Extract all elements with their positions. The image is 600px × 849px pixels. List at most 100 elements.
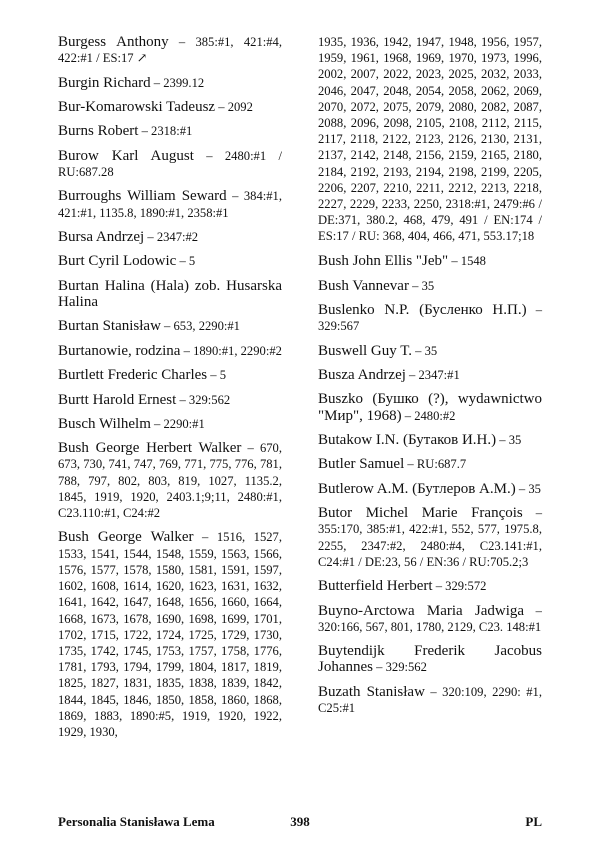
entry-references: 384:#1, 421:#1, 1135.8, 1890:#1, 2358:#1 <box>58 189 282 220</box>
page-number: 398 <box>290 814 310 829</box>
entry-name: Burt Cyril Lodowic <box>58 253 177 270</box>
index-entry: Burtanowie, rodzina – 1890:#1, 2290:#2 <box>58 343 282 359</box>
footer-language: PL <box>525 814 542 829</box>
entry-references: 1548 <box>460 254 486 269</box>
index-entry: Burgess Anthony – 385:#1, 421:#4, 422:#1… <box>58 34 282 66</box>
entry-name: Buslenko N.P. (Бусленко Н.П.) <box>318 302 527 319</box>
footer-book-title: Personalia Stanisława Lema <box>58 814 215 829</box>
entry-dash: – <box>405 368 419 382</box>
index-entry: Buslenko N.P. (Бусленко Н.П.) – 329:567 <box>318 302 542 334</box>
entry-name: Butterfield Herbert <box>318 578 433 595</box>
entry-dash: – <box>168 35 196 49</box>
index-entry: Buytendijk Frederik Jacobus Johannes – 3… <box>318 643 542 675</box>
entry-dash: – <box>424 684 443 699</box>
index-entry: Butor Michel Marie François – 355:170, 3… <box>318 505 542 570</box>
index-entry: Burroughs William Seward – 384:#1, 421:#… <box>58 188 282 220</box>
index-entry: Butlerow A.M. (Бутлеров А.М.) – 35 <box>318 481 542 497</box>
entry-dash: – <box>496 432 509 447</box>
entry-dash: – <box>515 481 529 496</box>
entry-name: Burtan Stanisław <box>58 318 161 335</box>
index-entry: Butler Samuel – RU:687.7 <box>318 456 542 472</box>
index-entry: Buszko (Бушко (?), wydawnictwo "Мир", 19… <box>318 391 542 423</box>
entry-references: 329:572 <box>445 579 487 594</box>
index-entry: Bush George Walker – 1516, 1527, 1533, 1… <box>58 529 282 740</box>
index-entry: Buzath Stanisław – 320:109, 2290: #1, C2… <box>318 684 542 716</box>
page-footer: Personalia Stanisława Lema 398 PL <box>58 814 542 832</box>
entry-name: Burtt Harold Ernest <box>58 391 177 408</box>
entry-references: 1935, 1936, 1942, 1947, 1948, 1956, 1957… <box>318 35 542 244</box>
entry-references: 2290:#1 <box>163 416 205 431</box>
entry-dash: – <box>150 416 164 431</box>
index-entry: Bush John Ellis "Jeb" – 1548 <box>318 253 542 269</box>
index-entry: Bur-Komarowski Tadeusz – 2092 <box>58 99 282 115</box>
entry-dash: – <box>524 603 542 618</box>
index-entry: Butakow I.N. (Бутаков И.Н.) – 35 <box>318 432 542 448</box>
index-column-right: 1935, 1936, 1942, 1947, 1948, 1956, 1957… <box>318 34 542 724</box>
entry-references: 2480:#1 / RU:687.28 <box>58 148 282 179</box>
entry-dash: – <box>176 392 189 407</box>
entry-dash: – <box>144 229 157 244</box>
entry-references: 2480:#2 <box>414 408 456 423</box>
index-entry: Butterfield Herbert – 329:572 <box>318 578 542 594</box>
index-entry: Burtan Stanisław – 653, 2290:#1 <box>58 318 282 334</box>
entry-dash: – <box>215 99 228 114</box>
index-entry: Busch Wilhelm – 2290:#1 <box>58 416 282 432</box>
entry-references: 320:166, 567, 801, 1780, 2129, C23. 148:… <box>318 619 542 634</box>
entry-dash: – <box>138 124 152 139</box>
entry-dash: – <box>193 148 225 163</box>
entry-dash: – <box>373 660 386 675</box>
index-entry: Buyno-Arctowa Maria Jadwiga – 320:166, 5… <box>318 603 542 635</box>
entry-dash: – <box>526 303 542 318</box>
entry-references: 670, 673, 730, 741, 747, 769, 771, 775, … <box>58 441 282 521</box>
entry-name: Bursa Andrzej <box>58 228 145 245</box>
index-entry-continuation: 1935, 1936, 1942, 1947, 1948, 1956, 1957… <box>318 34 542 245</box>
entry-name: Busza Andrzej <box>318 367 406 383</box>
entry-name: Buswell Guy T. <box>318 342 413 359</box>
entry-references: 355:170, 385:#1, 422:#1, 552, 577, 1975.… <box>318 522 542 569</box>
entry-name: Bush Vannevar <box>318 277 409 294</box>
entry-name: Burtlett Frederic Charles <box>58 367 208 384</box>
entry-dash: – <box>193 530 217 545</box>
entry-references: 2092 <box>227 99 253 114</box>
index-entry: Bush George Herbert Walker – 670, 673, 7… <box>58 440 282 521</box>
entry-references: 35 <box>528 481 541 496</box>
entry-name: Buszko (Бушко (?), wydawnictwo "Мир", 19… <box>318 391 542 424</box>
entry-references: 5 <box>188 254 196 269</box>
index-entry: Burns Robert – 2318:#1 <box>58 123 282 139</box>
entry-references: 35 <box>424 343 438 358</box>
index-entry: Burtlett Frederic Charles – 5 <box>58 367 282 383</box>
entry-dash: – <box>150 75 164 90</box>
entry-name: Bur-Komarowski Tadeusz <box>58 98 216 115</box>
index-entry: Buswell Guy T. – 35 <box>318 343 542 359</box>
entry-references: 653, 2290:#1 <box>173 319 240 334</box>
entry-references: 5 <box>219 368 227 383</box>
entry-references: 2318:#1 <box>151 124 193 139</box>
entry-dash: – <box>448 254 461 269</box>
entry-references: 2347:#2 <box>156 229 199 244</box>
index-entry: Burtt Harold Ernest – 329:562 <box>58 392 282 408</box>
index-entry: Burgin Richard – 2399.12 <box>58 75 282 91</box>
entry-name: Burow Karl August <box>58 147 194 164</box>
entry-name: Burns Robert <box>58 123 139 140</box>
entry-dash: – <box>404 457 417 472</box>
entry-references: 329:562 <box>385 660 427 675</box>
entry-name: Butor Michel Marie François <box>318 505 523 522</box>
entry-references: 329:562 <box>188 392 231 407</box>
entry-dash: – <box>176 254 189 269</box>
entry-dash: – <box>401 408 415 423</box>
index-entry: Burow Karl August – 2480:#1 / RU:687.28 <box>58 148 282 180</box>
entry-dash: – <box>408 278 422 293</box>
entry-name: Burgin Richard <box>58 74 151 91</box>
entry-name: Burtanowie, rodzina <box>58 342 181 359</box>
entry-name: Buzath Stanisław <box>318 683 425 700</box>
entry-name: Burgess Anthony <box>58 34 169 50</box>
entry-references: 35 <box>508 432 522 447</box>
index-entry: Burtan Halina (Hala) zob. Husarska Halin… <box>58 278 282 310</box>
entry-name: Butler Samuel <box>318 456 405 473</box>
entry-dash: – <box>180 343 194 358</box>
entry-name: Burroughs William Seward <box>58 188 227 205</box>
entry-references: 385:#1, 421:#4, 422:#1 / ES:17 ↗ <box>58 35 282 66</box>
entry-dash: – <box>241 441 260 456</box>
index-entry: Burt Cyril Lodowic – 5 <box>58 253 282 269</box>
entry-name: Butlerow A.M. (Бутлеров А.М.) <box>318 480 516 497</box>
